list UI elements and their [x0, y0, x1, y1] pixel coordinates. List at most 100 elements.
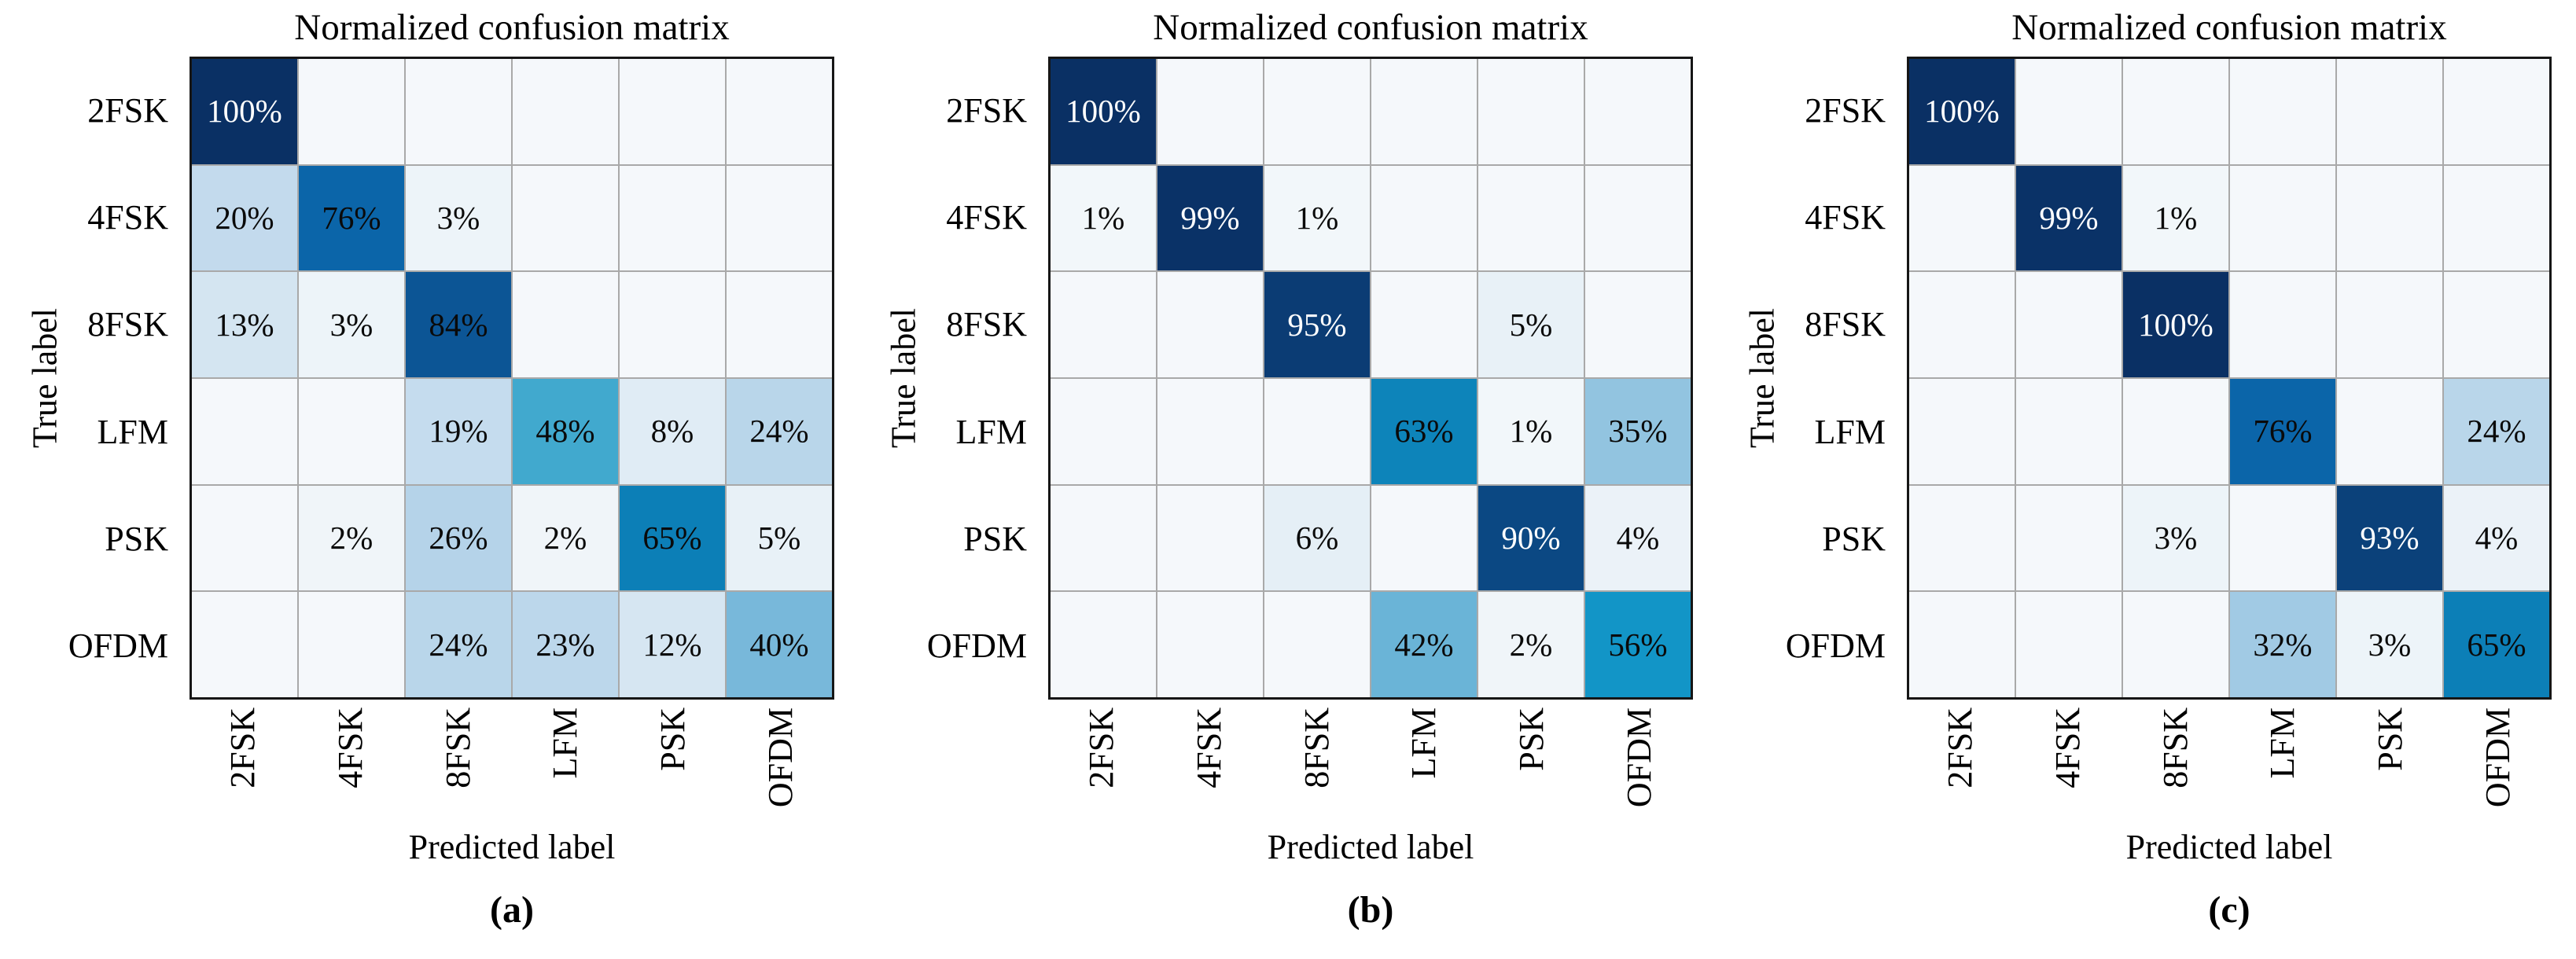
matrix-cell: 65% [620, 485, 725, 591]
x-axis-ticks: 2FSK 4FSK 8FSK LFM PSK OFDM [1907, 707, 2552, 832]
matrix-cell [1051, 485, 1156, 591]
matrix-cell [2444, 165, 2549, 271]
row-tick-label: 8FSK [87, 305, 168, 344]
matrix-cell [1909, 272, 2015, 377]
matrix-cell: 1% [1051, 165, 1156, 271]
matrix-cell [1909, 485, 2015, 591]
x-axis-ticks: 2FSK 4FSK 8FSK LFM PSK OFDM [190, 707, 834, 832]
x-axis-ticks: 2FSK 4FSK 8FSK LFM PSK OFDM [1048, 707, 1693, 832]
matrix-cell: 93% [2337, 485, 2442, 591]
matrix-cell [1051, 379, 1156, 484]
matrix-cell: 65% [2444, 592, 2549, 697]
chart-title: Normalized confusion matrix [1153, 7, 1588, 48]
matrix-cell: 99% [1157, 165, 1263, 271]
matrix-cell [2016, 59, 2122, 164]
matrix-cell [2337, 165, 2442, 271]
matrix-cell: 42% [1371, 592, 1477, 697]
row-tick-label: LFM [955, 412, 1027, 451]
matrix-cell: 100% [1051, 59, 1156, 164]
matrix-cell [513, 165, 618, 271]
matrix-cell [2337, 272, 2442, 377]
subfigure-caption: (a) [490, 889, 534, 931]
x-axis-label: Predicted label [408, 828, 616, 866]
x-axis-label: Predicted label [1267, 828, 1474, 866]
matrix-cell: 48% [513, 379, 618, 484]
matrix-cell [1371, 485, 1477, 591]
matrix-cell [1157, 59, 1263, 164]
col-tick-label: 2FSK [1941, 707, 1980, 788]
panel-b: Normalized confusion matrix True label 2… [859, 0, 1717, 959]
col-tick-label: OFDM [2478, 707, 2517, 808]
matrix-cell: 2% [1478, 592, 1584, 697]
chart-title: Normalized confusion matrix [294, 7, 730, 48]
matrix-cell: 56% [1585, 592, 1691, 697]
matrix-cell [1371, 272, 1477, 377]
matrix-cell [2123, 59, 2228, 164]
matrix-cell: 100% [192, 59, 297, 164]
matrix-cell: 99% [2016, 165, 2122, 271]
y-axis-ticks: 2FSK 4FSK 8FSK LFM PSK OFDM [1717, 57, 1895, 700]
chart-title: Normalized confusion matrix [2011, 7, 2447, 48]
col-tick-label: OFDM [1619, 707, 1658, 808]
col-tick-label: PSK [2370, 707, 2409, 771]
matrix-cell [727, 165, 832, 271]
matrix-cell: 84% [406, 272, 511, 377]
col-tick-label: 2FSK [223, 707, 263, 788]
matrix-cell [2230, 59, 2335, 164]
panel-a: Normalized confusion matrix True label 2… [0, 0, 859, 959]
matrix-cell [2123, 592, 2228, 697]
matrix-cell: 63% [1371, 379, 1477, 484]
matrix-cell [406, 59, 511, 164]
matrix-cell [1371, 59, 1477, 164]
matrix-cell: 20% [192, 165, 297, 271]
matrix-cell [1157, 485, 1263, 591]
matrix-cell [1264, 59, 1370, 164]
subfigure-caption: (c) [2208, 889, 2250, 931]
row-tick-label: 8FSK [1805, 305, 1886, 344]
y-axis-ticks: 2FSK 4FSK 8FSK LFM PSK OFDM [0, 57, 178, 700]
matrix-cell [620, 59, 725, 164]
matrix-cell [192, 592, 297, 697]
matrix-cell [1909, 592, 2015, 697]
row-tick-label: OFDM [926, 626, 1027, 666]
matrix-cell [2016, 485, 2122, 591]
matrix-cell: 6% [1264, 485, 1370, 591]
col-tick-label: 4FSK [330, 707, 370, 788]
col-tick-label: 2FSK [1082, 707, 1121, 788]
matrix-cell [299, 59, 404, 164]
row-tick-label: OFDM [68, 626, 168, 666]
matrix-cell: 35% [1585, 379, 1691, 484]
matrix-cell: 24% [727, 379, 832, 484]
row-tick-label: 4FSK [1805, 197, 1886, 237]
matrix-cell: 13% [192, 272, 297, 377]
matrix-cell [1157, 272, 1263, 377]
matrix-cell [2016, 379, 2122, 484]
matrix-cell: 3% [299, 272, 404, 377]
row-tick-label: 4FSK [87, 197, 168, 237]
row-tick-label: 2FSK [1805, 90, 1886, 130]
matrix-cell [1478, 165, 1584, 271]
matrix-cell [1909, 165, 2015, 271]
matrix-cell: 12% [620, 592, 725, 697]
matrix-cell: 5% [727, 485, 832, 591]
row-tick-label: LFM [1814, 412, 1886, 451]
col-tick-label: 8FSK [2155, 707, 2195, 788]
matrix-cell [2123, 379, 2228, 484]
col-tick-label: OFDM [760, 707, 800, 808]
matrix-cell [192, 379, 297, 484]
matrix-cell [620, 272, 725, 377]
matrix-cell: 24% [406, 592, 511, 697]
matrix-cell [1264, 379, 1370, 484]
matrix-cell: 5% [1478, 272, 1584, 377]
matrix-cell [2230, 165, 2335, 271]
heatmap-grid: 100% 99% 1% 100% 76% 24% 3% 93% 4% 32% 3% 65% [1907, 57, 2552, 700]
matrix-cell [1585, 272, 1691, 377]
col-tick-label: 8FSK [1297, 707, 1336, 788]
matrix-cell [513, 59, 618, 164]
row-tick-label: PSK [1822, 519, 1886, 558]
matrix-cell: 76% [299, 165, 404, 271]
matrix-cell: 76% [2230, 379, 2335, 484]
matrix-cell [2337, 379, 2442, 484]
matrix-cell: 1% [1478, 379, 1584, 484]
